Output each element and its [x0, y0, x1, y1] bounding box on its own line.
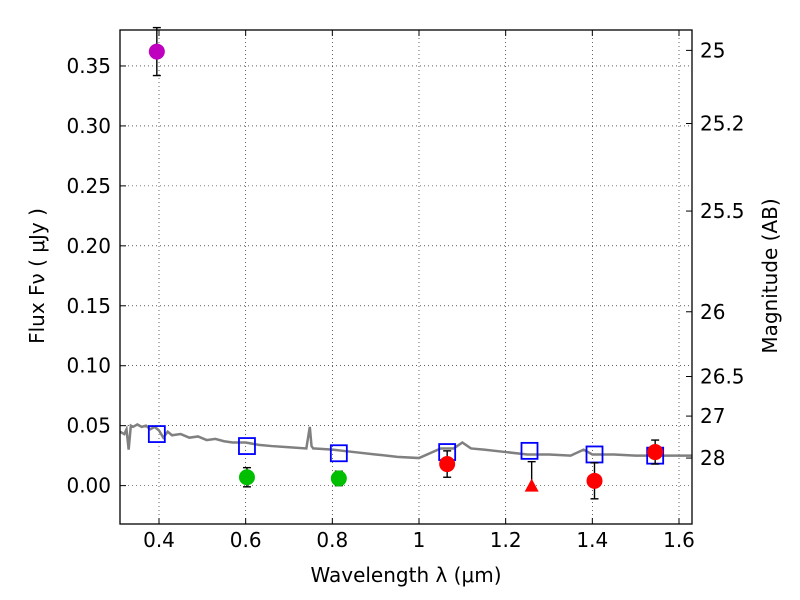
x-tick-label: 0.8 — [316, 528, 348, 552]
y2-tick-label: 26 — [700, 300, 725, 324]
y-tick-label: 0.25 — [66, 174, 111, 198]
data-point — [148, 43, 165, 60]
upper-limit-triangle — [524, 478, 539, 492]
model-sed-line — [120, 423, 692, 460]
y2-axis-label: Magnitude (AB) — [758, 198, 782, 353]
model-photometry-square — [520, 441, 539, 460]
data-point — [439, 456, 456, 473]
y-tick-label: 0.05 — [66, 414, 111, 438]
x-tick-label: 1 — [413, 528, 426, 552]
y2-tick-label: 25 — [700, 38, 725, 62]
y-tick-label: 0.30 — [66, 114, 111, 138]
y-tick-label: 0.00 — [66, 474, 111, 498]
data-point — [330, 470, 347, 487]
y2-tick-label: 25.2 — [700, 112, 745, 136]
y2-tick-label: 25.5 — [700, 199, 745, 223]
x-tick-label: 1.4 — [576, 528, 608, 552]
data-point — [647, 444, 664, 461]
model-photometry-square — [238, 437, 256, 455]
y-tick-label: 0.20 — [66, 234, 111, 258]
x-axis-label: Wavelength λ (μm) — [310, 563, 501, 587]
x-tick-label: 1.2 — [490, 528, 522, 552]
y2-tick-label: 28 — [700, 446, 725, 470]
y-axis-label: Flux Fν ( μJy ) — [25, 208, 49, 344]
x-tick-label: 1.6 — [663, 528, 695, 552]
data-point — [586, 472, 603, 489]
y2-tick-label: 26.5 — [700, 365, 745, 389]
y-tick-label: 0.35 — [66, 54, 111, 78]
ticks: 0.4 0.6 0.8 1 1.2 1.4 1.6 0.00 0.05 0.10 0.15 0.20 0… — [66, 30, 745, 552]
y-tick-label: 0.10 — [66, 354, 111, 378]
x-tick-label: 0.6 — [230, 528, 262, 552]
y2-tick-label: 27 — [700, 404, 725, 428]
data-layer — [120, 26, 692, 500]
x-tick-label: 0.4 — [143, 528, 175, 552]
model-photometry-square — [329, 444, 348, 463]
plot-frame — [119, 29, 693, 525]
data-point — [238, 469, 255, 486]
y-tick-label: 0.15 — [66, 294, 111, 318]
model-photometry-square — [147, 425, 166, 443]
grid — [120, 30, 692, 524]
